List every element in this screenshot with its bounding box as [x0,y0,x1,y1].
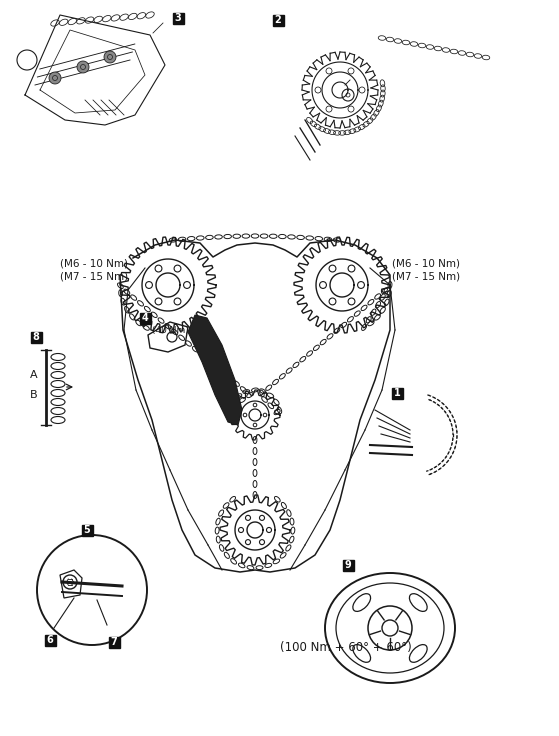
Text: A: A [30,370,37,380]
Circle shape [49,72,61,84]
FancyBboxPatch shape [108,637,120,648]
FancyBboxPatch shape [82,525,92,536]
FancyBboxPatch shape [173,13,183,24]
Text: 2: 2 [274,15,281,25]
Circle shape [77,61,89,73]
Text: (M6 - 10 Nm)
(M7 - 15 Nm): (M6 - 10 Nm) (M7 - 15 Nm) [60,258,128,281]
FancyBboxPatch shape [391,387,402,398]
Text: 4: 4 [141,313,148,323]
Text: 9: 9 [345,560,352,570]
FancyBboxPatch shape [343,559,353,570]
Polygon shape [188,315,242,425]
FancyBboxPatch shape [45,634,55,645]
FancyBboxPatch shape [272,15,283,26]
FancyBboxPatch shape [140,313,150,324]
Text: 8: 8 [32,332,40,342]
Text: (100 Nm + 60° + 60°): (100 Nm + 60° + 60°) [280,642,412,654]
FancyBboxPatch shape [31,331,41,342]
Text: (40 Nm): (40 Nm) [152,325,189,334]
Text: 6: 6 [46,635,53,645]
Text: B: B [30,390,37,400]
Text: 3: 3 [174,13,181,23]
Text: (M6 - 10 Nm)
(M7 - 15 Nm): (M6 - 10 Nm) (M7 - 15 Nm) [392,258,460,281]
Text: 1: 1 [394,388,400,398]
Text: 7: 7 [111,637,117,647]
Circle shape [104,51,116,63]
Text: 5: 5 [84,525,91,535]
